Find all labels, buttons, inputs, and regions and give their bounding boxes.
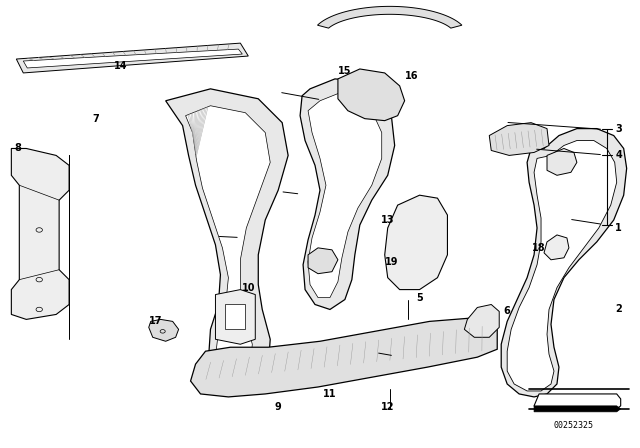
Polygon shape xyxy=(186,106,270,374)
Text: 5: 5 xyxy=(416,293,423,302)
Text: 7: 7 xyxy=(93,114,99,124)
Polygon shape xyxy=(534,394,621,409)
Polygon shape xyxy=(148,319,179,341)
Text: 16: 16 xyxy=(405,71,419,81)
Text: 15: 15 xyxy=(338,66,351,76)
Polygon shape xyxy=(534,406,621,412)
Polygon shape xyxy=(308,93,381,297)
Polygon shape xyxy=(465,305,499,337)
Text: 12: 12 xyxy=(381,402,394,412)
Text: 17: 17 xyxy=(149,316,163,327)
Text: 10: 10 xyxy=(241,283,255,293)
Polygon shape xyxy=(489,123,549,155)
Text: 2: 2 xyxy=(615,305,622,314)
Text: 11: 11 xyxy=(323,389,337,399)
Polygon shape xyxy=(216,289,255,344)
Polygon shape xyxy=(308,248,338,274)
Polygon shape xyxy=(12,148,69,319)
Text: 9: 9 xyxy=(275,402,282,412)
Polygon shape xyxy=(544,235,569,260)
Text: 13: 13 xyxy=(381,215,394,225)
Text: 1: 1 xyxy=(615,223,622,233)
Polygon shape xyxy=(166,89,288,384)
Polygon shape xyxy=(501,129,627,397)
Text: 19: 19 xyxy=(385,257,399,267)
Polygon shape xyxy=(300,79,395,310)
Polygon shape xyxy=(225,305,245,329)
Text: 4: 4 xyxy=(615,151,622,160)
Text: 3: 3 xyxy=(615,124,622,134)
Polygon shape xyxy=(191,318,497,397)
Text: 6: 6 xyxy=(504,306,511,316)
Polygon shape xyxy=(385,195,447,289)
Polygon shape xyxy=(317,6,462,28)
Polygon shape xyxy=(23,49,243,68)
Text: 18: 18 xyxy=(532,243,546,253)
Polygon shape xyxy=(507,141,617,391)
Polygon shape xyxy=(17,43,248,73)
Text: 00252325: 00252325 xyxy=(554,421,594,430)
Polygon shape xyxy=(547,148,577,175)
Polygon shape xyxy=(338,69,404,121)
Text: 14: 14 xyxy=(114,61,127,71)
Text: 8: 8 xyxy=(14,143,20,154)
